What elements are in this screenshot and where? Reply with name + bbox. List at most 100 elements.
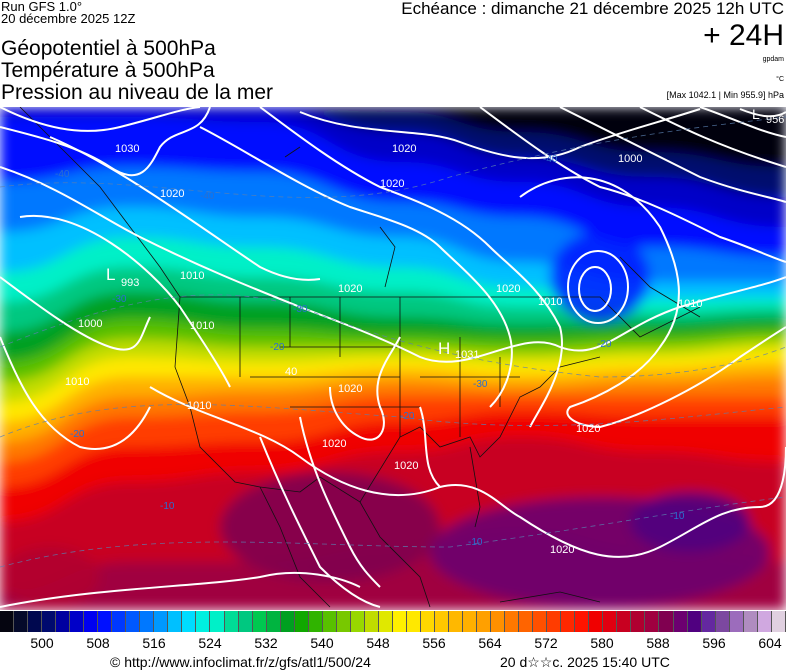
color-scale-tick: 588 [646,635,670,651]
color-scale-cell [112,611,127,632]
fill-blob [220,472,440,582]
color-scale [0,611,786,632]
color-scale-cell [743,611,758,632]
isobar-label: 1000 [618,153,642,165]
isobar-label: 1020 [160,188,184,200]
color-scale-cell [729,611,744,632]
color-scale-cell [308,611,323,632]
color-scale-cell [547,611,562,632]
color-scale-cell [673,611,688,632]
color-scale-cell [56,611,71,632]
color-scale-cell [771,611,786,632]
isobar-label: 1020 [380,178,404,190]
color-scale-cell [533,611,548,632]
isotherm-label: -40 [200,191,215,202]
color-scale-cell [98,611,113,632]
color-scale-tick: 524 [198,635,222,651]
color-scale-cell [477,611,492,632]
color-scale-tick: 508 [86,635,110,651]
fill-blob [0,547,100,607]
color-scale-tick: 500 [30,635,54,651]
color-scale-cell [28,611,43,632]
color-scale-cell [126,611,141,632]
isotherm-label: 40 [285,366,297,378]
color-scale-cell [392,611,407,632]
color-scale-cell [140,611,155,632]
isotherm-label: -10 [670,511,685,522]
color-scale-cell [224,611,239,632]
high-value: 1031 [455,349,479,361]
color-scale-cell [0,611,15,632]
isotherm-label: -20 [597,339,612,350]
isobars [0,107,786,608]
lead-time: + 24H [703,19,784,52]
color-scale-cell [42,611,57,632]
isobar-label: 1020 [576,423,600,435]
low-value: 993 [121,277,139,289]
color-scale-cell [252,611,267,632]
model-run: Run GFS 1.0° [1,0,83,14]
color-scale-cell [449,611,464,632]
isobar-label: 1010 [538,296,562,308]
isobar-label: 1020 [392,143,416,155]
color-scale-cell [322,611,337,632]
color-scale-cell [561,611,576,632]
isobar-label: 1020 [550,544,574,556]
isobar-label: 1020 [496,283,520,295]
low-center: L [752,107,760,122]
color-scale-ticks: 500 508 516 524 532 540 548 556 564 572 580 588 596 6… [0,636,786,654]
copyright-link[interactable]: © http://www.infoclimat.fr/z/gfs/atl1/50… [110,654,371,670]
fill-blob [550,232,650,322]
color-scale-cell [659,611,674,632]
color-scale-cell [603,611,618,632]
title-pressure: Pression au niveau de la mer [1,81,273,104]
color-scale-tick: 516 [142,635,166,651]
isotherm-label: -40 [543,154,558,165]
isotherm-label: -30 [473,379,488,390]
color-scale-cell [196,611,211,632]
color-scale-cell [350,611,365,632]
color-scale-tick: 548 [366,635,390,651]
color-scale-cell [336,611,351,632]
color-scale-cell [266,611,281,632]
fill-blob [630,492,750,552]
color-scale-tick: 596 [702,635,726,651]
isotherm-label: -40 [55,169,70,180]
isotherm-label: -10 [468,537,483,548]
color-scale-cell [406,611,421,632]
color-scale-cell [70,611,85,632]
isotherm-label: -20 [400,411,415,422]
high-center: H [438,339,450,358]
title-temperature: Température à 500hPa [1,59,215,82]
forecast-valid-time: Echéance : dimanche 21 décembre 2025 12h… [401,0,784,18]
color-scale-cell [645,611,660,632]
color-scale-cell [519,611,534,632]
isotherm-label: -30 [112,294,127,305]
color-scale-cell [491,611,506,632]
title-geopotential: Géopotentiel à 500hPa [1,37,216,60]
color-scale-cell [378,611,393,632]
color-scale-tick: 556 [422,635,446,651]
unit-temperature: °C [776,76,784,83]
unit-geopotential: gpdam [762,56,784,63]
color-scale-tick: 564 [478,635,502,651]
isobar-label: 1000 [78,318,102,330]
geopotential-fill [0,107,786,610]
weather-map: 1030 1020 1010 1000 1010 1010 1020 1020 … [0,107,786,610]
color-scale-cell [715,611,730,632]
isobar-label: 1010 [678,298,702,310]
isotherms [0,116,786,568]
color-scale-cell [617,611,632,632]
isobar-labels: 1030 1020 1010 1000 1010 1010 1020 1020 … [65,143,702,556]
run-date: 20 décembre 2025 12Z [1,11,136,26]
color-scale-cell [575,611,590,632]
isobar-label: 1020 [394,460,418,472]
color-scale-cell [687,611,702,632]
color-scale-cell [238,611,253,632]
isotherm-label: -20 [270,342,285,353]
color-scale-tick: 580 [590,635,614,651]
color-scale-cell [589,611,604,632]
isotherm-label: -10 [160,501,175,512]
isobar-label: 1010 [180,270,204,282]
isotherm-label: -20 [70,429,85,440]
